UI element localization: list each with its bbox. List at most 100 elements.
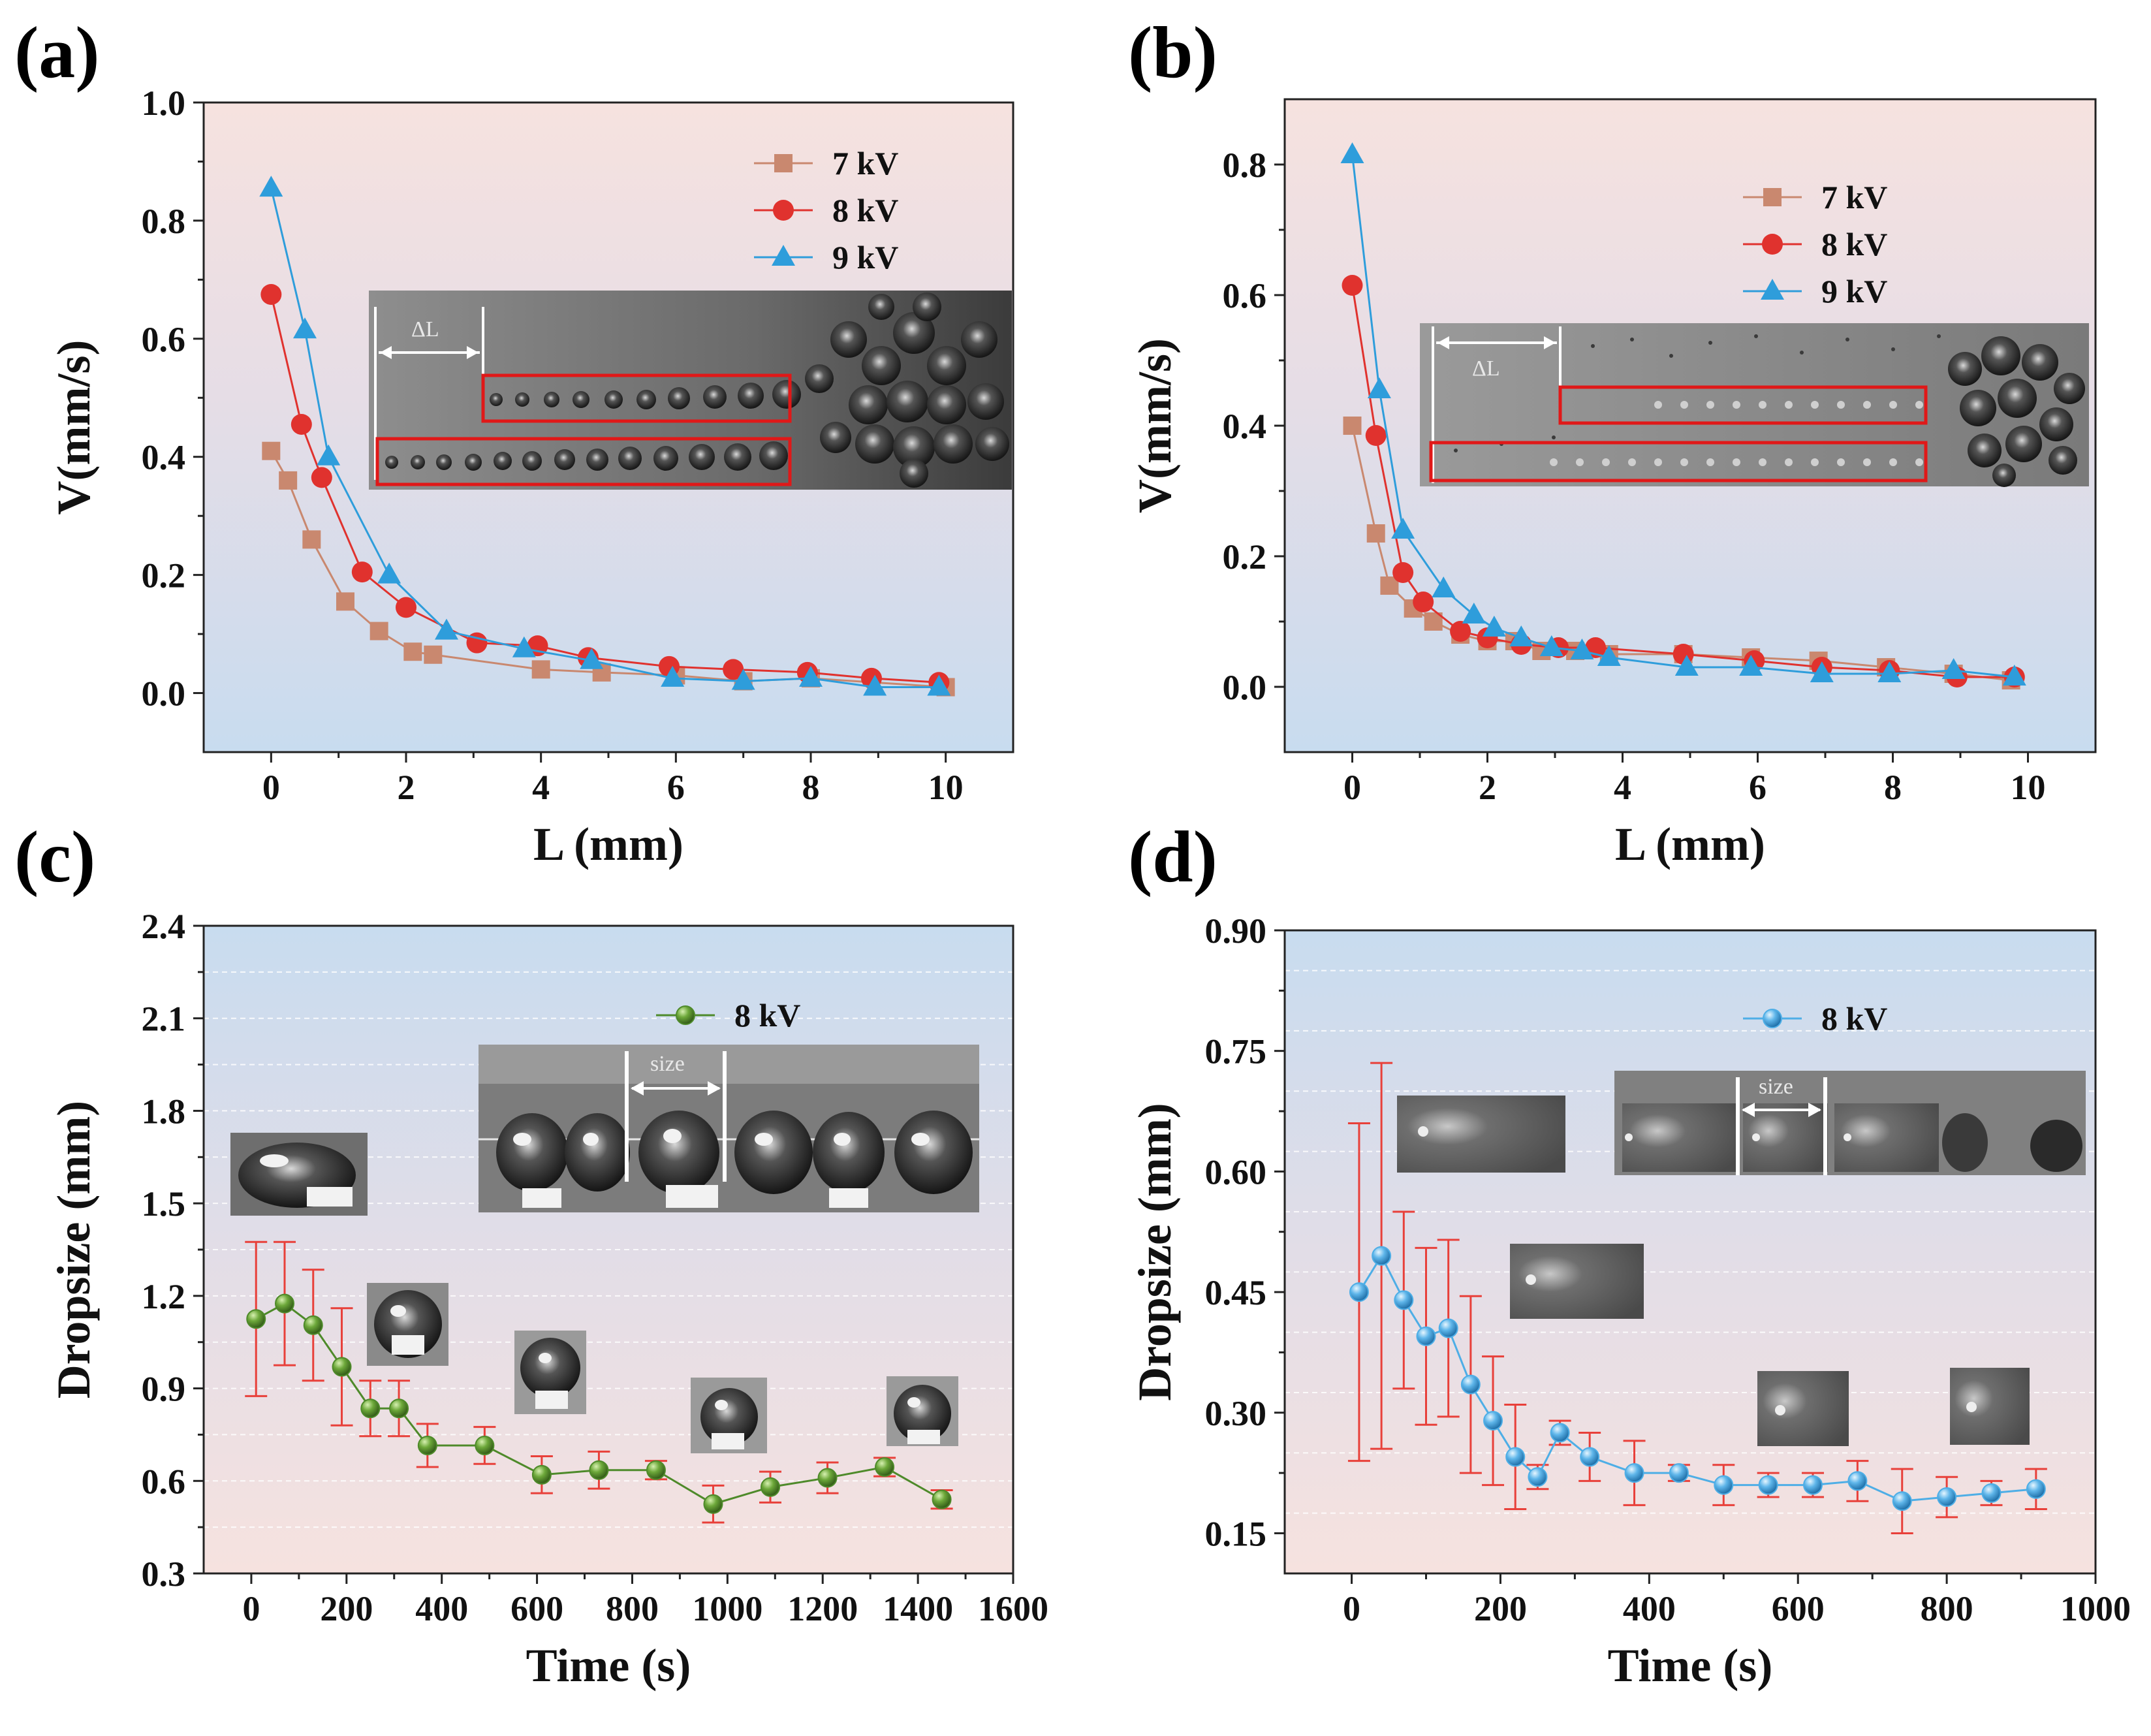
- legend-marker: [676, 1005, 695, 1025]
- data-point: [932, 1489, 952, 1509]
- data-point: [1570, 639, 1594, 659]
- legend-label: 7 kV: [1821, 179, 1887, 215]
- data-point: [336, 592, 354, 611]
- data-point: [360, 1398, 381, 1419]
- data-point: [302, 530, 321, 549]
- data-point: [303, 1315, 323, 1335]
- data-point: [1674, 655, 1699, 676]
- y-tick-label: 0.75: [1205, 1032, 1267, 1071]
- data-point: [1365, 425, 1387, 446]
- data-point: [1483, 1411, 1503, 1431]
- x-tick-label: 0: [1343, 1589, 1360, 1628]
- data-point: [1509, 625, 1533, 646]
- x-tick-label: 200: [320, 1589, 373, 1628]
- data-point: [723, 659, 744, 680]
- legend-label: 8 kV: [1821, 1000, 1887, 1037]
- y-tick-label: 0.45: [1205, 1273, 1267, 1312]
- data-point: [761, 1477, 780, 1497]
- data-point: [475, 1435, 495, 1455]
- inset-photo-c-strip: size: [479, 1045, 979, 1212]
- x-tick-label: 200: [1474, 1589, 1527, 1628]
- inset-a-delta-label: ΔL: [411, 317, 439, 341]
- data-point: [389, 1398, 409, 1419]
- data-point: [1432, 576, 1456, 597]
- x-tick-label: 600: [510, 1589, 563, 1628]
- data-point: [1892, 1491, 1912, 1511]
- data-point: [1349, 1282, 1369, 1302]
- panel-label-b: (b): [1128, 12, 1217, 93]
- data-point: [1803, 1475, 1823, 1495]
- data-point: [580, 648, 604, 669]
- y-axis-label: V(mm/s): [1129, 338, 1181, 513]
- data-point: [417, 1435, 437, 1455]
- data-point: [1810, 661, 1834, 682]
- x-tick-label: 400: [415, 1589, 468, 1628]
- data-point: [317, 444, 341, 466]
- data-point: [396, 597, 416, 618]
- legend-marker: [1762, 234, 1783, 255]
- data-point: [1462, 603, 1486, 623]
- data-point: [290, 413, 312, 435]
- data-point: [646, 1460, 666, 1480]
- x-tick-label: 1000: [692, 1589, 762, 1628]
- x-axis-label: Time (s): [526, 1639, 691, 1692]
- y-tick-label: 0.0: [1223, 668, 1267, 707]
- x-tick-label: 8: [1884, 768, 1902, 807]
- y-tick-label: 0.6: [142, 1462, 186, 1501]
- x-axis-label: Time (s): [1608, 1639, 1773, 1692]
- data-point: [1669, 1463, 1689, 1483]
- inset-photo-d-strip: size: [1397, 1071, 2086, 1175]
- x-tick-label: 6: [667, 768, 685, 807]
- legend-label: 8 kV: [832, 192, 898, 229]
- x-tick-label: 0: [1343, 768, 1361, 807]
- x-tick-label: 1600: [978, 1589, 1048, 1628]
- x-tick-label: 800: [1921, 1589, 1973, 1628]
- y-tick-label: 1.8: [142, 1092, 186, 1131]
- data-point: [1394, 1290, 1414, 1310]
- plot-frame: [1283, 929, 2097, 1575]
- data-point: [863, 674, 887, 696]
- data-point: [817, 1468, 838, 1488]
- data-point: [875, 1457, 895, 1477]
- data-point: [1847, 1471, 1868, 1491]
- y-tick-label: 1.0: [142, 84, 186, 123]
- data-point: [531, 1464, 552, 1485]
- x-tick-label: 600: [1772, 1589, 1825, 1628]
- y-tick-label: 0.4: [142, 438, 186, 477]
- y-tick-label: 0.6: [1223, 276, 1267, 315]
- data-point: [731, 669, 755, 690]
- data-point: [262, 441, 281, 460]
- y-tick-label: 0.8: [142, 202, 186, 241]
- y-axis-label: V(mm/s): [48, 340, 100, 515]
- legend-label: 9 kV: [832, 239, 898, 276]
- x-tick-label: 6: [1749, 768, 1766, 807]
- data-point: [531, 660, 550, 679]
- data-point: [1528, 1467, 1548, 1487]
- data-point: [293, 317, 317, 339]
- x-axis-label: L (mm): [1615, 818, 1765, 870]
- data-point: [403, 642, 422, 661]
- y-axis-label: Dropsize (mm): [48, 1101, 100, 1399]
- plot-background: [1285, 930, 2096, 1573]
- series-8kv: [1347, 1062, 2047, 1534]
- data-point: [279, 471, 298, 490]
- x-tick-label: 0: [262, 768, 280, 807]
- data-point: [661, 665, 685, 687]
- x-tick-label: 8: [802, 768, 820, 807]
- legend-label: 7 kV: [832, 145, 898, 181]
- data-point: [332, 1357, 352, 1377]
- y-tick-label: 0.6: [142, 320, 186, 359]
- legend-marker: [772, 245, 795, 266]
- data-point: [435, 618, 458, 640]
- inset-photo-b: ΔL: [1420, 323, 2089, 487]
- legend-marker: [1761, 279, 1784, 300]
- data-point: [1624, 1463, 1644, 1483]
- data-point: [2026, 1479, 2046, 1499]
- x-tick-label: 4: [1614, 768, 1631, 807]
- data-point: [311, 467, 332, 488]
- x-tick-label: 1000: [2060, 1589, 2131, 1628]
- legend-marker: [773, 200, 794, 221]
- y-tick-label: 0.3: [142, 1555, 186, 1594]
- y-tick-label: 0.2: [142, 556, 186, 595]
- data-point: [377, 562, 401, 584]
